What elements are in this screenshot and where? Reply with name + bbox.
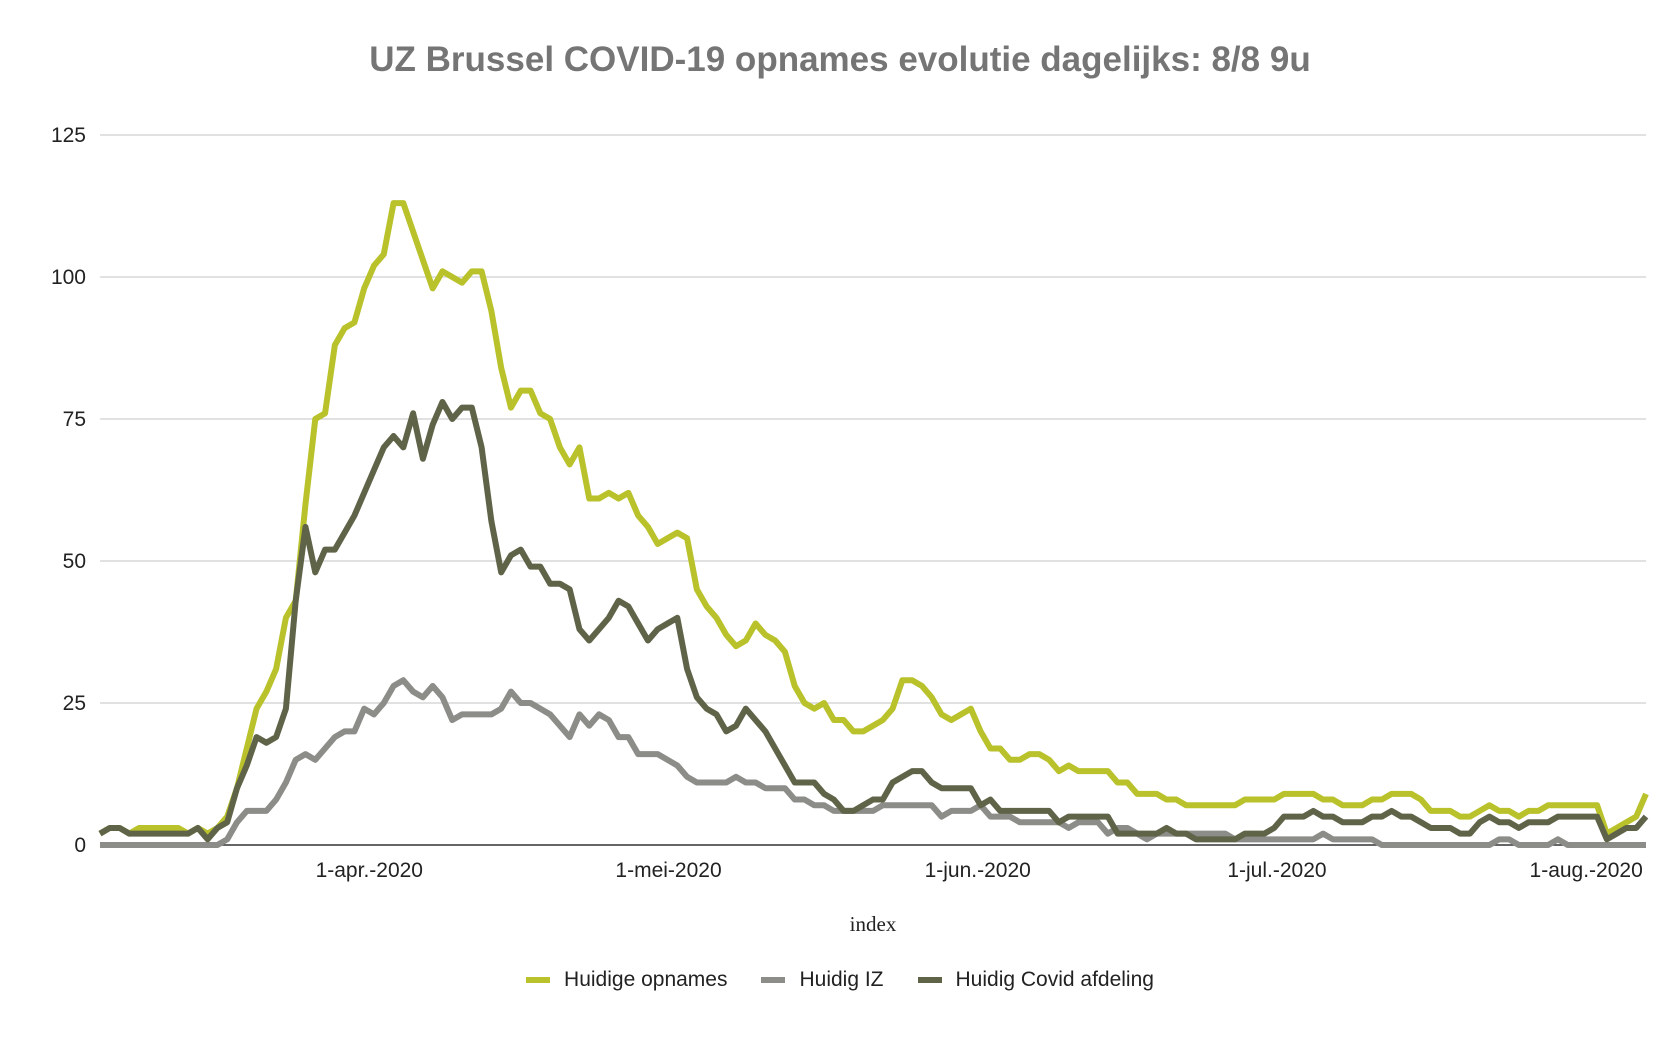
y-tick-label: 75: [63, 408, 86, 431]
series-line-huidig-covid-afdeling: [98, 398, 1649, 843]
legend-label: Huidig IZ: [799, 968, 884, 991]
y-tick-label: 125: [51, 124, 86, 147]
x-axis-title: index: [850, 912, 897, 936]
x-tick-label: 1-jun.-2020: [925, 859, 1031, 882]
y-tick-label: 25: [63, 692, 86, 715]
legend-item: Huidige opnames: [526, 968, 727, 992]
legend-item: Huidig Covid afdeling: [917, 968, 1154, 992]
series-lines: [98, 200, 1649, 848]
legend: Huidige opnames Huidig IZ Huidig Covid afd…: [0, 968, 1680, 992]
x-tick-label: 1-mei-2020: [615, 859, 721, 882]
x-tick-label: 1-apr.-2020: [316, 859, 423, 882]
legend-item: Huidig IZ: [761, 968, 884, 992]
legend-swatch: [917, 977, 942, 983]
legend-swatch: [526, 977, 551, 983]
gridlines: [100, 134, 1646, 846]
legend-swatch: [761, 977, 786, 983]
x-axis-ticks: 1-apr.-2020 1-mei-2020 1-jun.-2020 1-jul.-2…: [316, 859, 1643, 882]
series-line-huidig-iz: [100, 677, 1646, 848]
y-tick-label: 50: [63, 550, 86, 573]
y-tick-label: 100: [51, 266, 86, 289]
y-axis-ticks: 0 25 50 75 100 125: [51, 124, 86, 857]
y-tick-label: 0: [74, 834, 86, 857]
chart-title: UZ Brussel COVID-19 opnames evolutie dag…: [369, 40, 1311, 79]
legend-label: Huidig Covid afdeling: [955, 968, 1154, 991]
legend-label: Huidige opnames: [564, 968, 728, 991]
series-line-huidige-opnames: [98, 200, 1649, 837]
x-tick-label: 1-jul.-2020: [1227, 859, 1326, 882]
x-tick-label: 1-aug.-2020: [1530, 859, 1643, 882]
